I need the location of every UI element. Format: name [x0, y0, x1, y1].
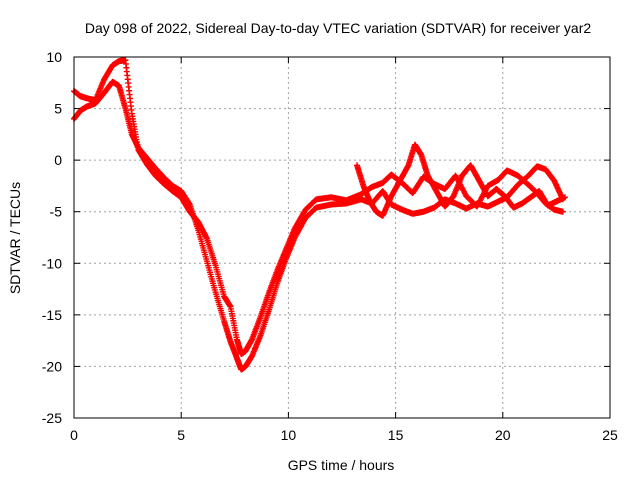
y-tick-label: -5 [50, 204, 63, 220]
y-tick-labels: 10 5 0 -5 -10 -15 -20 -25 [42, 49, 62, 426]
x-tick-label: 0 [70, 427, 78, 443]
data-points [71, 57, 568, 373]
plot-frame [73, 56, 611, 419]
axis-ticks [73, 56, 611, 419]
y-tick-label: -15 [42, 307, 62, 323]
x-tick-label: 5 [177, 427, 185, 443]
x-tick-label: 25 [602, 427, 618, 443]
data-point [559, 208, 566, 215]
x-tick-label: 20 [495, 427, 511, 443]
y-tick-label: 5 [54, 101, 62, 117]
chart-title: Day 098 of 2022, Sidereal Day-to-day VTE… [85, 20, 591, 36]
data-point [561, 194, 568, 201]
y-tick-label: -25 [42, 410, 62, 426]
x-tick-label: 10 [281, 427, 297, 443]
y-tick-label: -20 [42, 358, 62, 374]
grid-lines [74, 57, 610, 418]
y-axis-label: SDTVAR / TECUs [7, 182, 23, 294]
y-tick-label: 0 [54, 152, 62, 168]
y-tick-label: 10 [46, 49, 62, 65]
x-tick-labels: 0 5 10 15 20 25 [70, 427, 618, 443]
x-tick-label: 15 [388, 427, 404, 443]
x-axis-label: GPS time / hours [288, 457, 395, 473]
y-tick-label: -10 [42, 255, 62, 271]
